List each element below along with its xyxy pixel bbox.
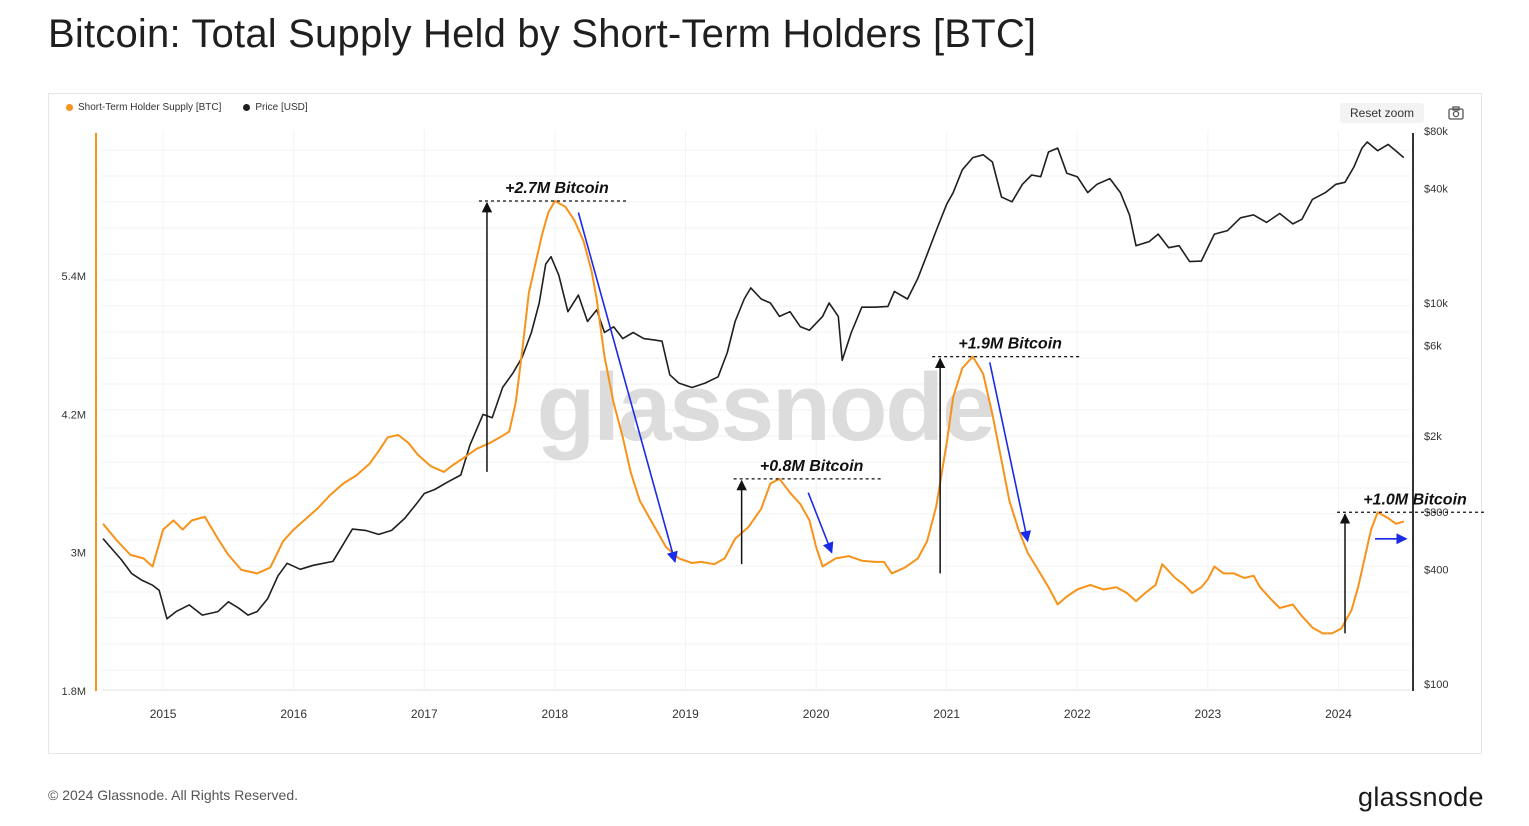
trend-arrow — [807, 492, 834, 554]
copyright-text: © 2024 Glassnode. All Rights Reserved. — [48, 787, 299, 803]
x-tick-label: 2015 — [150, 707, 177, 721]
y-right-tick-label: $100 — [1424, 679, 1448, 691]
legend-item-sth-supply[interactable]: Short-Term Holder Supply [BTC] — [66, 102, 221, 113]
chart-panel — [48, 93, 1482, 754]
legend-dot-sth-supply — [66, 104, 73, 111]
chart-legend: Short-Term Holder Supply [BTC] Price [US… — [66, 102, 308, 113]
series-line-price — [102, 141, 1405, 620]
legend-label-price: Price [USD] — [255, 102, 308, 113]
series-line-sth-supply — [102, 200, 1405, 635]
y-left-tick-label: 1.8M — [62, 686, 86, 698]
x-tick-label: 2024 — [1325, 707, 1352, 721]
y-right-tick-label: $40k — [1424, 183, 1448, 195]
x-tick-label: 2021 — [933, 707, 960, 721]
y-right-tick-label: $80k — [1424, 126, 1448, 138]
y-left-tick-label: 5.4M — [62, 271, 86, 283]
annotation-label: +0.8M Bitcoin — [760, 458, 864, 475]
x-tick-label: 2020 — [803, 707, 830, 721]
y-right-tick-label: $6k — [1424, 340, 1442, 352]
watermark-text: glassnode — [537, 354, 994, 461]
page-title: Bitcoin: Total Supply Held by Short-Term… — [48, 12, 1037, 56]
brand-logo: glassnode — [1358, 782, 1484, 812]
y-left-tick-label: 4.2M — [62, 409, 86, 421]
y-left-tick-label: 3M — [71, 548, 86, 560]
y-right-tick-label: $800 — [1424, 507, 1448, 519]
reset-zoom-button[interactable]: Reset zoom — [1340, 103, 1424, 123]
x-tick-label: 2018 — [542, 707, 569, 721]
annotation-label: +1.9M Bitcoin — [958, 336, 1062, 353]
y-right-tick-label: $2k — [1424, 431, 1442, 443]
x-tick-label: 2017 — [411, 707, 438, 721]
legend-item-price[interactable]: Price [USD] — [243, 102, 308, 113]
x-tick-label: 2023 — [1195, 707, 1222, 721]
legend-label-sth-supply: Short-Term Holder Supply [BTC] — [78, 102, 222, 113]
annotation-label: +1.0M Bitcoin — [1363, 491, 1467, 508]
x-tick-label: 2016 — [280, 707, 307, 721]
annotation-label: +2.7M Bitcoin — [505, 180, 609, 197]
camera-icon[interactable] — [1447, 104, 1465, 122]
y-right-tick-label: $10k — [1424, 298, 1448, 310]
x-tick-label: 2019 — [672, 707, 699, 721]
trend-arrow — [577, 212, 678, 563]
legend-dot-price — [243, 104, 251, 111]
y-right-tick-label: $400 — [1424, 564, 1448, 576]
x-tick-label: 2022 — [1064, 707, 1091, 721]
trend-arrow — [988, 362, 1032, 543]
